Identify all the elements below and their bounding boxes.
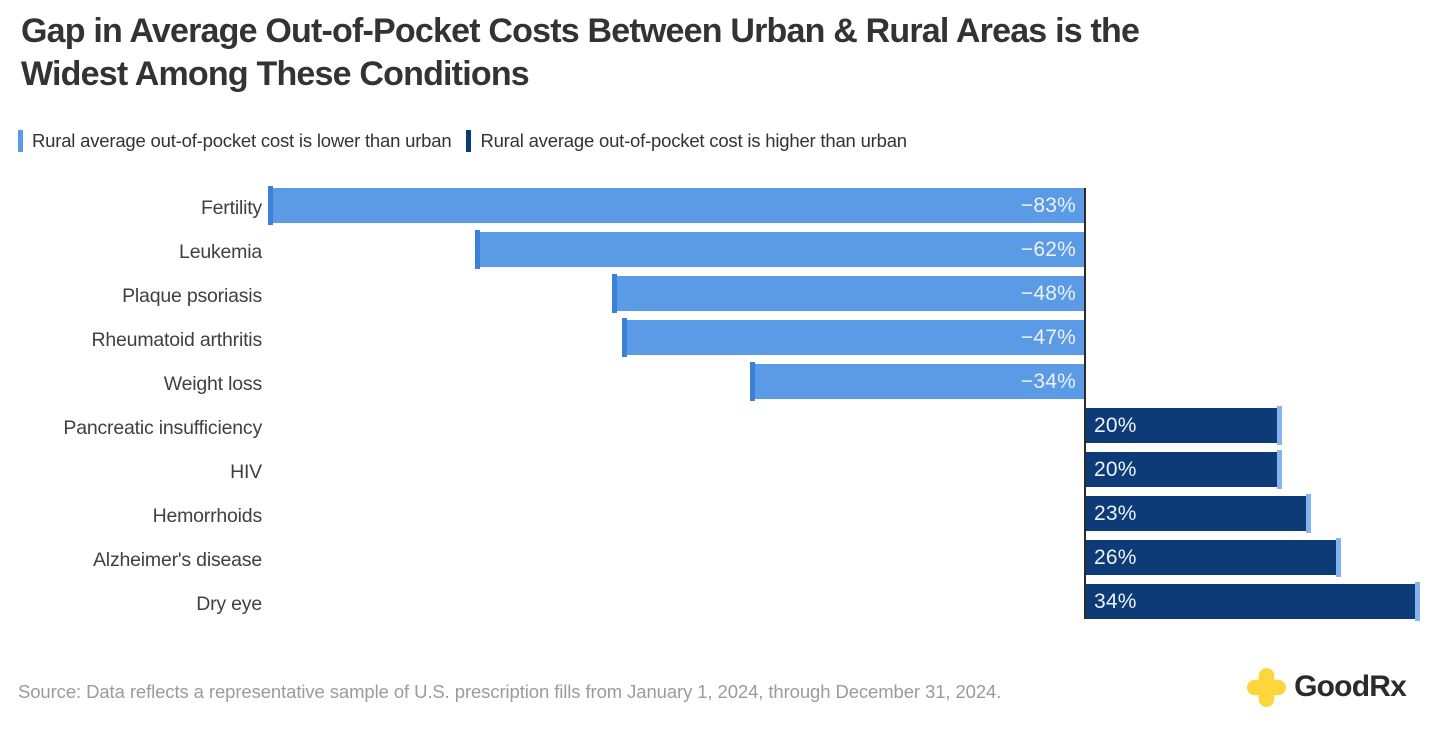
category-label: Pancreatic insufficiency xyxy=(63,416,262,439)
zero-baseline xyxy=(1084,188,1086,619)
value-label: −34% xyxy=(1020,370,1076,393)
value-label: −47% xyxy=(1020,326,1076,349)
bar-end-accent xyxy=(1414,582,1420,621)
chart-row: Alzheimer's disease 26% xyxy=(0,538,1440,582)
value-label: 23% xyxy=(1094,502,1137,525)
bar: 34% xyxy=(1085,582,1420,621)
category-label: Hemorrhoids xyxy=(152,504,263,527)
chart-row: HIV 20% xyxy=(0,450,1440,494)
legend-label-higher: Rural average out-of-pocket cost is high… xyxy=(480,130,907,151)
legend-label-lower: Rural average out-of-pocket cost is lowe… xyxy=(32,130,452,151)
bar-chart: Fertility −83% Leukemia −62% Plaque psoriasi… xyxy=(0,186,1440,626)
value-label: −83% xyxy=(1020,194,1076,217)
chart-row: Leukemia −62% xyxy=(0,230,1440,274)
chart-row: Pancreatic insufficiency 20% xyxy=(0,406,1440,450)
category-label: Dry eye xyxy=(196,592,262,615)
bar: −47% xyxy=(622,318,1085,357)
bar-track: −34% xyxy=(268,362,1440,406)
goodrx-wordmark-rx: Rx xyxy=(1369,670,1407,703)
page-title-line1: Gap in Average Out-of-Pocket Costs Betwe… xyxy=(21,12,1140,50)
category-label: HIV xyxy=(230,460,262,483)
bar-track: −48% xyxy=(268,274,1440,318)
legend-swatch-lower xyxy=(18,130,23,152)
goodrx-wordmark-good: Good xyxy=(1294,670,1370,703)
legend: Rural average out-of-pocket cost is lowe… xyxy=(18,130,907,152)
bar: −34% xyxy=(750,362,1085,401)
bar-track: −62% xyxy=(268,230,1440,274)
legend-item-higher: Rural average out-of-pocket cost is high… xyxy=(466,130,907,152)
bar-end-accent xyxy=(1276,450,1282,489)
bar: −62% xyxy=(474,230,1085,269)
goodrx-wordmark: GoodRx xyxy=(1294,665,1407,709)
bar-end-accent xyxy=(750,362,756,401)
source-note: Source: Data reflects a representative s… xyxy=(18,681,1002,702)
category-label: Leukemia xyxy=(179,240,262,263)
chart-row: Fertility −83% xyxy=(0,186,1440,230)
legend-item-lower: Rural average out-of-pocket cost is lowe… xyxy=(18,130,452,152)
bar: 20% xyxy=(1085,406,1282,445)
goodrx-logo: GoodRx xyxy=(1246,665,1407,709)
value-label: 34% xyxy=(1094,590,1137,613)
value-label: −62% xyxy=(1020,238,1076,261)
category-label: Rheumatoid arthritis xyxy=(91,328,263,351)
chart-row: Weight loss −34% xyxy=(0,362,1440,406)
category-label: Plaque psoriasis xyxy=(122,284,262,307)
page-title-line2: Widest Among These Conditions xyxy=(21,55,530,93)
bar: −48% xyxy=(612,274,1085,313)
value-label: 20% xyxy=(1094,458,1137,481)
page-title: Gap in Average Out-of-Pocket Costs Betwe… xyxy=(21,10,1140,96)
category-label: Weight loss xyxy=(163,372,262,395)
bar-track: −83% xyxy=(267,186,1440,230)
bar-end-accent xyxy=(267,186,273,225)
legend-swatch-higher xyxy=(466,130,472,152)
chart-row: Hemorrhoids 23% xyxy=(0,494,1440,538)
bar-end-accent xyxy=(1306,494,1312,533)
value-label: 20% xyxy=(1094,414,1137,437)
bar-track: −47% xyxy=(268,318,1440,362)
value-label: 26% xyxy=(1094,546,1137,569)
bar-track: 20% xyxy=(268,450,1440,494)
bar: −83% xyxy=(267,186,1085,225)
goodrx-plus-icon xyxy=(1247,667,1287,707)
bar-end-accent xyxy=(612,274,618,313)
bar: 26% xyxy=(1085,538,1341,577)
bar-end-accent xyxy=(622,318,628,357)
chart-row: Plaque psoriasis −48% xyxy=(0,274,1440,318)
bar: 23% xyxy=(1085,494,1312,533)
bar-track: 20% xyxy=(268,406,1440,450)
bar-track: 23% xyxy=(268,494,1440,538)
bar-track: 26% xyxy=(268,538,1440,582)
value-label: −48% xyxy=(1020,282,1076,305)
chart-row: Dry eye 34% xyxy=(0,582,1440,626)
bar-end-accent xyxy=(474,230,480,269)
bar-end-accent xyxy=(1335,538,1341,577)
bar: 20% xyxy=(1085,450,1282,489)
chart-row: Rheumatoid arthritis −47% xyxy=(0,318,1440,362)
category-label: Fertility xyxy=(200,196,262,219)
bar-track: 34% xyxy=(268,582,1440,626)
bar-end-accent xyxy=(1276,406,1282,445)
category-label: Alzheimer's disease xyxy=(93,548,262,571)
